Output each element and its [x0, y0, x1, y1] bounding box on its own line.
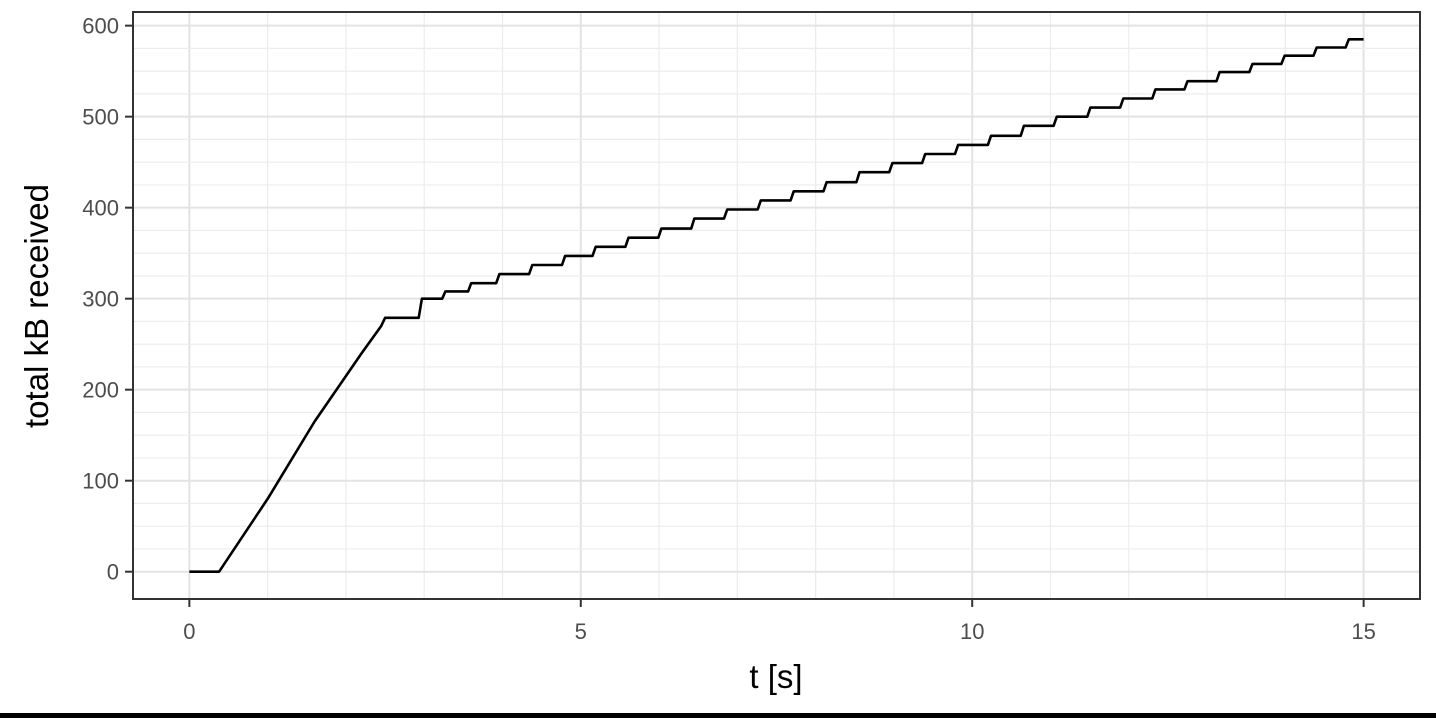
- y-tick-label: 200: [82, 378, 119, 403]
- x-tick-label: 0: [183, 619, 195, 644]
- x-tick-label: 10: [960, 619, 984, 644]
- y-axis-title: total kB received: [18, 184, 55, 428]
- y-tick-label: 600: [82, 14, 119, 39]
- data-line: [189, 38, 1364, 573]
- x-tick-label: 15: [1351, 619, 1375, 644]
- x-tick-label: 5: [575, 619, 587, 644]
- y-tick-label: 300: [82, 287, 119, 312]
- y-tick-label: 500: [82, 105, 119, 130]
- y-tick-label: 0: [107, 560, 119, 585]
- y-tick-label: 400: [82, 196, 119, 221]
- series: [189, 38, 1364, 573]
- grid: [133, 12, 1420, 599]
- y-tick-label: 100: [82, 469, 119, 494]
- bottom-band: [0, 713, 1436, 718]
- x-axis-title: t [s]: [749, 658, 802, 695]
- axes: 0 5 10 15 0 100 200 300 400 500 600: [82, 14, 1376, 644]
- panel-border: [132, 11, 1421, 600]
